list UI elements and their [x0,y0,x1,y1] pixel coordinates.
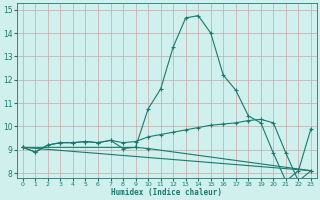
X-axis label: Humidex (Indice chaleur): Humidex (Indice chaleur) [111,188,222,197]
